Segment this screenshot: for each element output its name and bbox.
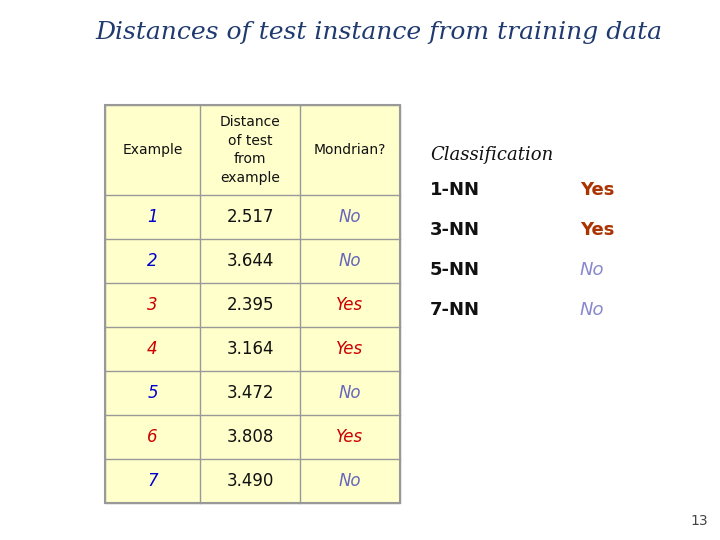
Text: 5: 5	[147, 384, 158, 402]
Text: 13: 13	[690, 514, 708, 528]
Text: Yes: Yes	[336, 296, 364, 314]
Text: 2: 2	[147, 252, 158, 270]
Text: No: No	[580, 301, 605, 319]
Text: 3.490: 3.490	[226, 472, 274, 490]
Text: 3.644: 3.644	[226, 252, 274, 270]
Text: 3-NN: 3-NN	[430, 221, 480, 239]
Text: 3.164: 3.164	[226, 340, 274, 358]
Text: Yes: Yes	[580, 181, 614, 199]
Text: 3.472: 3.472	[226, 384, 274, 402]
Text: 3.808: 3.808	[226, 428, 274, 446]
Text: Yes: Yes	[336, 340, 364, 358]
Text: 7-NN: 7-NN	[430, 301, 480, 319]
Text: 7: 7	[147, 472, 158, 490]
Text: Distances of test instance from training data: Distances of test instance from training…	[95, 21, 662, 44]
Text: 1-NN: 1-NN	[430, 181, 480, 199]
Text: 5-NN: 5-NN	[430, 261, 480, 279]
Text: No: No	[580, 261, 605, 279]
Text: Distance
of test
from
example: Distance of test from example	[220, 116, 280, 185]
Text: No: No	[338, 384, 361, 402]
Text: 1: 1	[147, 208, 158, 226]
Text: 3: 3	[147, 296, 158, 314]
Text: 2.395: 2.395	[226, 296, 274, 314]
Text: No: No	[338, 472, 361, 490]
Text: 4: 4	[147, 340, 158, 358]
Bar	[105, 105, 400, 503]
Text: Yes: Yes	[580, 221, 614, 239]
Bar	[105, 105, 400, 503]
Text: Yes: Yes	[336, 428, 364, 446]
Text: Mondrian?: Mondrian?	[314, 143, 386, 157]
Text: 2.517: 2.517	[226, 208, 274, 226]
Text: No: No	[338, 252, 361, 270]
Text: No: No	[338, 208, 361, 226]
Text: 6: 6	[147, 428, 158, 446]
Text: Classification: Classification	[430, 146, 553, 164]
Text: Example: Example	[122, 143, 183, 157]
